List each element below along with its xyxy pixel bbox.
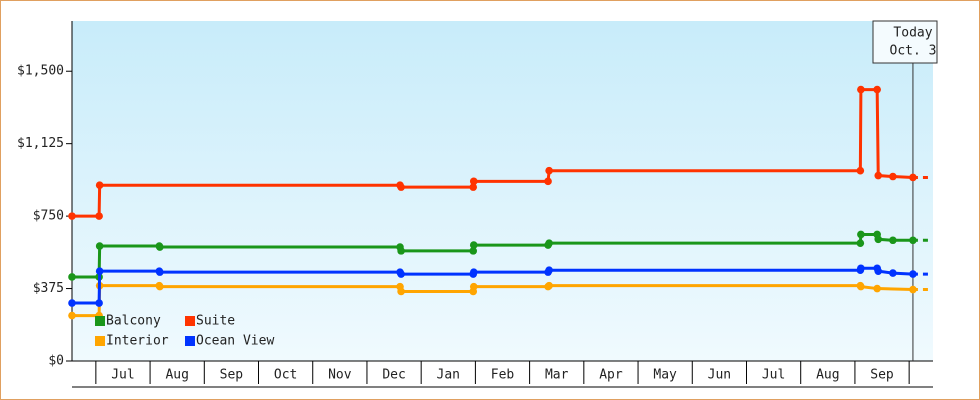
today-label: Oct. 3 bbox=[890, 44, 937, 59]
x-tick-label: Jun bbox=[708, 368, 731, 383]
point bbox=[544, 177, 552, 186]
y-tick-label: $375 bbox=[33, 281, 64, 296]
point bbox=[68, 299, 76, 307]
point bbox=[856, 166, 865, 175]
point bbox=[857, 230, 865, 239]
point bbox=[874, 235, 883, 244]
x-tick-label: Feb bbox=[491, 368, 515, 383]
x-tick-label: Apr bbox=[599, 368, 623, 383]
today-box bbox=[872, 20, 938, 64]
point bbox=[545, 266, 553, 275]
y-tick-label: $750 bbox=[33, 209, 64, 224]
x-tick-label: Jul bbox=[111, 368, 134, 383]
plot-area bbox=[72, 21, 933, 361]
point bbox=[909, 236, 917, 245]
point bbox=[68, 311, 76, 320]
x-tick-label: Jul bbox=[762, 368, 785, 383]
point bbox=[545, 281, 553, 290]
point bbox=[95, 267, 104, 275]
x-tick-label: Aug bbox=[816, 368, 839, 383]
x-tick-label: Dec bbox=[382, 368, 405, 383]
point bbox=[95, 242, 104, 250]
x-tick-label: May bbox=[653, 368, 677, 383]
point bbox=[874, 267, 883, 275]
x-tick-label: Mar bbox=[545, 368, 569, 383]
x-tick-label: Jan bbox=[437, 368, 460, 383]
y-tick-label: $0 bbox=[48, 354, 64, 369]
point bbox=[909, 270, 917, 278]
x-tick-label: Sep bbox=[220, 368, 244, 383]
point bbox=[397, 270, 405, 278]
point bbox=[397, 183, 405, 191]
point bbox=[156, 243, 164, 251]
point bbox=[873, 85, 881, 94]
x-tick-label: Oct bbox=[274, 368, 297, 383]
point bbox=[909, 285, 917, 294]
point bbox=[469, 268, 478, 276]
point bbox=[397, 287, 405, 296]
legend-label: Suite bbox=[196, 314, 235, 329]
x-tick-label: Aug bbox=[165, 368, 188, 383]
legend-swatch bbox=[185, 336, 195, 346]
point bbox=[95, 212, 103, 220]
point bbox=[469, 247, 478, 255]
legend-swatch bbox=[95, 336, 105, 346]
point bbox=[469, 183, 478, 191]
point bbox=[545, 166, 553, 175]
legend-swatch bbox=[95, 316, 105, 326]
point bbox=[873, 284, 881, 293]
y-tick-label: $1,125 bbox=[17, 136, 64, 151]
legend-label: Balcony bbox=[106, 314, 161, 329]
legend-label: Ocean View bbox=[196, 334, 274, 349]
point bbox=[889, 269, 897, 277]
point bbox=[874, 171, 883, 180]
point bbox=[909, 173, 917, 182]
point bbox=[857, 85, 865, 94]
point bbox=[95, 299, 103, 307]
point bbox=[397, 247, 405, 255]
point bbox=[156, 282, 164, 291]
point bbox=[857, 282, 865, 291]
point bbox=[889, 236, 897, 245]
point bbox=[469, 177, 478, 186]
legend-swatch bbox=[185, 316, 195, 326]
y-tick-label: $1,500 bbox=[17, 64, 64, 79]
point bbox=[856, 239, 865, 247]
today-label: Today bbox=[893, 26, 932, 41]
x-tick-label: Sep bbox=[870, 368, 894, 383]
point bbox=[68, 212, 76, 220]
point bbox=[545, 239, 553, 247]
point bbox=[68, 273, 76, 281]
point bbox=[469, 241, 478, 249]
x-tick-label: Nov bbox=[328, 368, 352, 383]
point bbox=[95, 181, 104, 190]
point bbox=[889, 172, 897, 181]
point bbox=[857, 264, 865, 273]
point bbox=[156, 268, 164, 276]
point bbox=[469, 282, 478, 291]
legend-label: Interior bbox=[106, 334, 169, 349]
